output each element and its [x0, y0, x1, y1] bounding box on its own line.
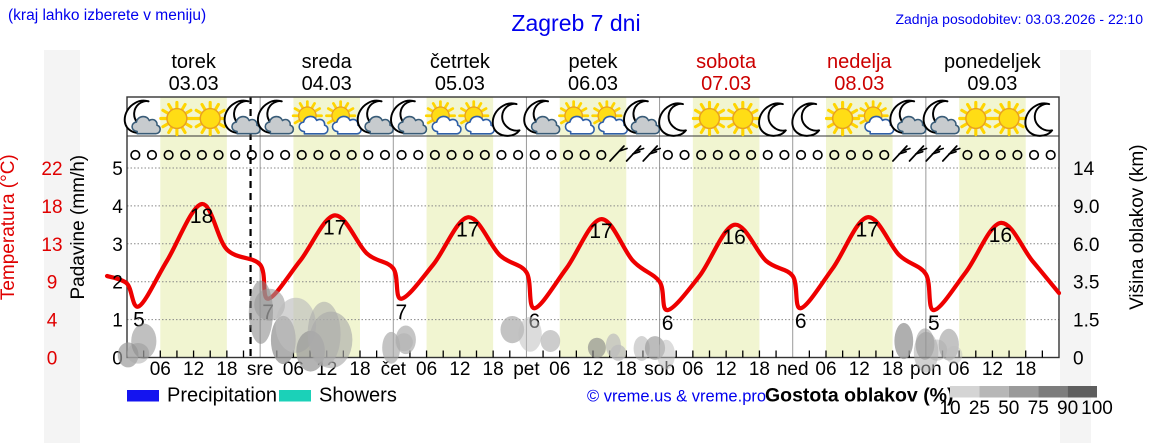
svg-text:08.03: 08.03 — [834, 73, 884, 95]
svg-text:18: 18 — [190, 205, 213, 228]
svg-text:04.03: 04.03 — [302, 73, 352, 95]
svg-text:Precipitation: Precipitation — [167, 385, 277, 407]
svg-text:0: 0 — [1073, 349, 1084, 370]
svg-text:09.03: 09.03 — [967, 73, 1017, 95]
svg-text:ponedeljek: ponedeljek — [944, 51, 1042, 73]
svg-text:18: 18 — [882, 359, 903, 380]
svg-text:16: 16 — [989, 224, 1012, 247]
svg-text:12: 12 — [849, 359, 870, 380]
svg-text:17: 17 — [589, 220, 612, 243]
svg-text:Temperatura (°C): Temperatura (°C) — [0, 154, 19, 300]
svg-text:14: 14 — [1073, 159, 1095, 180]
svg-text:6.0: 6.0 — [1073, 235, 1099, 256]
svg-text:12: 12 — [716, 359, 737, 380]
svg-text:6: 6 — [662, 312, 674, 335]
svg-text:06.03: 06.03 — [568, 73, 618, 95]
svg-text:torek: torek — [171, 51, 216, 73]
svg-text:© vreme.us & vreme.pro: © vreme.us & vreme.pro — [587, 388, 766, 406]
svg-text:sreda: sreda — [302, 51, 353, 73]
svg-text:18: 18 — [616, 359, 637, 380]
svg-text:Višina oblakov (km): Višina oblakov (km) — [1127, 144, 1148, 309]
svg-text:6: 6 — [795, 310, 807, 333]
svg-text:Gostota oblakov (%): Gostota oblakov (%) — [765, 385, 954, 407]
svg-text:12: 12 — [582, 359, 603, 380]
svg-text:18: 18 — [1015, 359, 1036, 380]
svg-text:17: 17 — [456, 218, 479, 241]
svg-text:12: 12 — [449, 359, 470, 380]
svg-text:13: 13 — [41, 235, 62, 256]
svg-text:18: 18 — [349, 359, 370, 380]
svg-text:četrtek: četrtek — [430, 51, 491, 73]
svg-text:16: 16 — [722, 226, 745, 249]
svg-text:3: 3 — [112, 235, 123, 256]
svg-text:nedelja: nedelja — [827, 51, 892, 73]
svg-text:1: 1 — [112, 311, 123, 332]
svg-text:sre: sre — [247, 359, 273, 380]
svg-text:17: 17 — [856, 218, 879, 241]
svg-text:ned: ned — [777, 359, 809, 380]
svg-text:12: 12 — [183, 359, 204, 380]
svg-text:12: 12 — [982, 359, 1003, 380]
svg-text:Padavine (mm/h): Padavine (mm/h) — [68, 155, 89, 300]
svg-text:10: 10 — [939, 398, 960, 419]
svg-text:50: 50 — [998, 398, 1019, 419]
svg-text:18: 18 — [749, 359, 770, 380]
svg-text:5: 5 — [112, 159, 123, 180]
svg-text:4: 4 — [112, 197, 123, 218]
svg-text:9: 9 — [47, 273, 58, 294]
svg-text:06: 06 — [815, 359, 836, 380]
svg-text:06: 06 — [549, 359, 570, 380]
svg-text:75: 75 — [1028, 398, 1049, 419]
svg-text:3.5: 3.5 — [1073, 273, 1099, 294]
svg-text:06: 06 — [150, 359, 171, 380]
svg-text:18: 18 — [216, 359, 237, 380]
svg-text:1.5: 1.5 — [1073, 311, 1099, 332]
svg-text:06: 06 — [416, 359, 437, 380]
svg-text:9.0: 9.0 — [1073, 197, 1099, 218]
svg-text:07.03: 07.03 — [701, 73, 751, 95]
svg-text:Showers: Showers — [319, 385, 397, 407]
svg-text:18: 18 — [483, 359, 504, 380]
svg-text:petek: petek — [569, 51, 619, 73]
svg-text:17: 17 — [323, 216, 346, 239]
svg-text:90: 90 — [1057, 398, 1078, 419]
svg-text:05.03: 05.03 — [435, 73, 485, 95]
svg-text:18: 18 — [41, 197, 62, 218]
svg-text:22: 22 — [41, 159, 62, 180]
svg-text:pet: pet — [513, 359, 540, 380]
svg-text:sobota: sobota — [696, 51, 757, 73]
svg-text:4: 4 — [47, 311, 58, 332]
svg-text:0: 0 — [47, 349, 58, 370]
svg-text:100: 100 — [1081, 398, 1113, 419]
svg-text:03.03: 03.03 — [169, 73, 219, 95]
svg-text:2: 2 — [112, 273, 123, 294]
svg-text:25: 25 — [969, 398, 990, 419]
svg-text:06: 06 — [682, 359, 703, 380]
svg-text:7: 7 — [395, 301, 407, 324]
